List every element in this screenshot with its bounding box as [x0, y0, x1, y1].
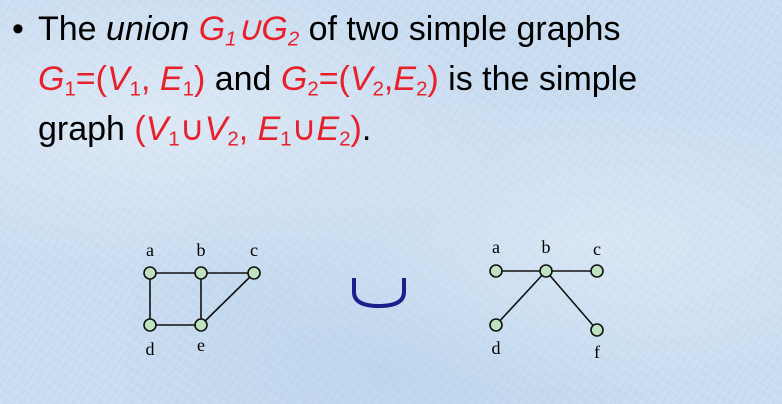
vertex-label-e: e [197, 335, 205, 355]
vertex-label-b: b [197, 240, 206, 260]
text-of-two-graphs: of two simple graphs [299, 10, 621, 48]
text-the: The [38, 10, 107, 48]
vertex2-c [590, 264, 604, 278]
graph-g1-definition: G1=(V1, E1) [38, 60, 206, 101]
vertex2-label-c: c [593, 239, 601, 259]
definition-text: • The union G1∪G2 of two simple graphs G… [0, 0, 782, 170]
vertex-label-c: c [250, 240, 258, 260]
vertex2-b [539, 264, 553, 278]
vertex2-label-b: b [542, 237, 551, 257]
vertex-label-a: a [146, 240, 154, 260]
graph-2: a b c d f [489, 237, 604, 362]
text-graph: graph [38, 110, 135, 148]
union-symbol [352, 278, 406, 309]
vertex-d [143, 318, 157, 332]
union-expression: G1∪G2 [189, 10, 300, 51]
definition-line-3: graph (V1∪V2, E1∪E2). [38, 104, 371, 154]
edge2-b-f [545, 270, 598, 331]
definition-line-1: The union G1∪G2 of two simple graphs [38, 4, 620, 54]
graph-g2-definition: G2=(V2,E2) [280, 60, 439, 101]
text-period: . [361, 110, 372, 148]
vertex-c [247, 266, 261, 280]
definition-line-2: G1=(V1, E1) and G2=(V2,E2) is the simple [38, 54, 637, 104]
graph-1: a b c d e [143, 240, 261, 359]
term-union: union [106, 10, 190, 48]
vertex-e [194, 318, 208, 332]
vertex2-label-d: d [492, 338, 501, 358]
edge2-b-d [495, 270, 547, 326]
text-and: and [205, 60, 281, 98]
text-is-the-simple: is the simple [438, 60, 638, 98]
vertex2-d [489, 318, 503, 332]
vertex2-label-f: f [594, 342, 600, 362]
vertex-b [194, 266, 208, 280]
union-graph-expression: (V1∪V2, E1∪E2) [134, 110, 362, 151]
vertex-label-d: d [146, 339, 155, 359]
vertex-a [143, 266, 157, 280]
vertex2-label-a: a [492, 237, 500, 257]
vertex2-a [489, 264, 503, 278]
vertex2-f [590, 323, 604, 337]
edge-c-e [200, 272, 255, 326]
bullet-point: • [12, 10, 24, 48]
